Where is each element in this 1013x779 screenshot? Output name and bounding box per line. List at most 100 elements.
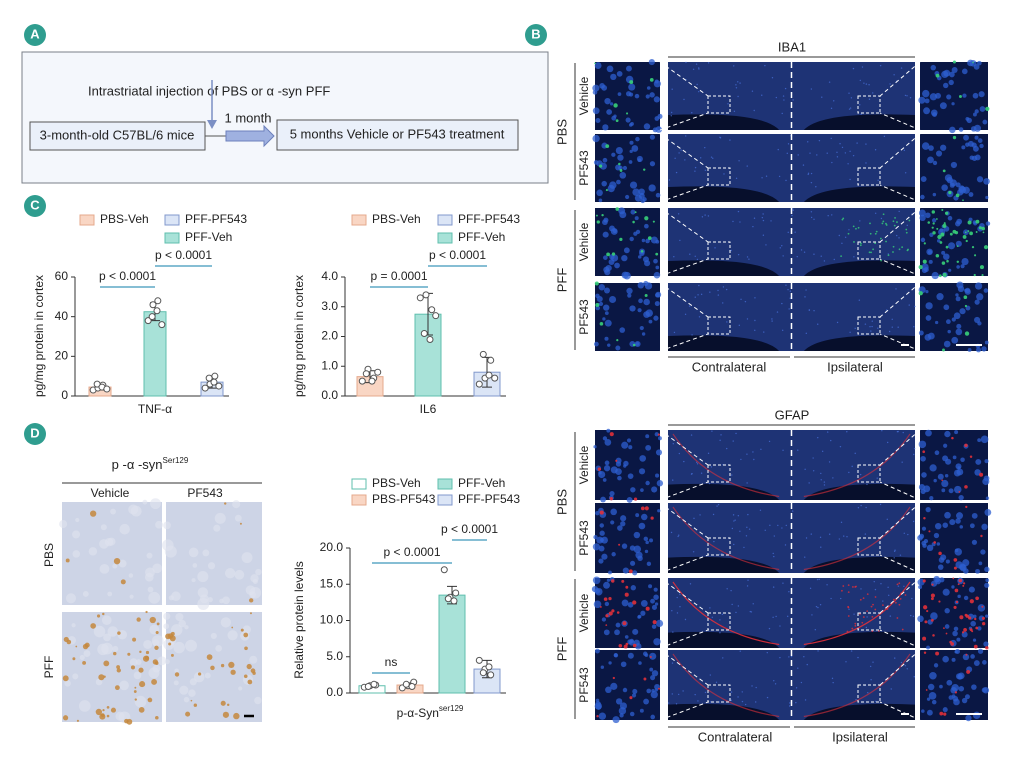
signal — [634, 211, 637, 214]
nucleus — [602, 231, 609, 238]
micrograph — [593, 428, 664, 503]
signal — [605, 189, 608, 192]
section-speck — [741, 700, 744, 703]
section-speck — [698, 90, 700, 93]
nucleus — [628, 83, 636, 91]
signal — [985, 106, 990, 112]
dab-texture — [210, 632, 217, 639]
signal — [981, 605, 984, 608]
section-speck — [691, 334, 693, 336]
section-speck — [719, 619, 721, 621]
section-speck — [730, 589, 732, 592]
nucleus — [635, 229, 641, 235]
section-speck — [700, 472, 703, 474]
section-speck — [854, 327, 856, 330]
signal — [640, 506, 645, 511]
section-speck — [863, 82, 865, 84]
section-speck — [871, 325, 873, 328]
nucleus — [940, 554, 947, 561]
nucleus — [653, 271, 661, 279]
dab-texture — [99, 563, 110, 574]
dab-texture — [64, 680, 71, 687]
section-speck — [881, 430, 883, 432]
nucleus — [629, 305, 636, 312]
dab-stain — [120, 579, 126, 585]
dab-texture — [204, 672, 211, 679]
nucleus — [983, 641, 989, 647]
section-speck — [848, 608, 850, 611]
section-speck — [906, 668, 908, 670]
dab-stain — [75, 645, 78, 648]
dab-stain — [206, 654, 213, 661]
section-signal — [872, 248, 875, 251]
data-point — [148, 313, 156, 321]
legend-swatch — [351, 494, 367, 506]
section-speck — [864, 323, 867, 325]
nucleus — [925, 507, 931, 513]
section-speck — [777, 524, 779, 527]
side-label: Contralateral — [692, 359, 767, 374]
nucleus — [611, 115, 617, 121]
section-speck — [826, 431, 829, 433]
section-speck — [714, 247, 716, 249]
nucleus — [622, 687, 628, 693]
x-axis-label-main: TNF-α — [138, 402, 172, 416]
nucleus — [643, 311, 650, 318]
nucleus — [955, 240, 962, 247]
section-signal — [885, 222, 887, 225]
nucleus — [926, 697, 931, 701]
dab-texture — [255, 568, 262, 576]
row-label: Vehicle — [577, 593, 591, 632]
dab-texture — [197, 598, 210, 610]
significance-label: p < 0.0001 — [99, 269, 156, 283]
signal — [942, 272, 947, 277]
dab-stain — [62, 675, 69, 682]
signal — [930, 618, 934, 622]
nucleus — [929, 671, 937, 680]
section-speck — [673, 331, 676, 334]
section-speck — [864, 533, 867, 535]
section-speck — [764, 529, 766, 531]
section-speck — [694, 255, 696, 257]
signal — [628, 569, 633, 574]
signal — [599, 606, 602, 608]
signal — [612, 676, 615, 680]
nucleus — [638, 661, 642, 665]
section-speck — [817, 323, 819, 325]
section-signal — [904, 594, 907, 596]
significance-label: p < 0.0001 — [383, 545, 440, 559]
dab-texture — [191, 578, 196, 583]
section-speck — [896, 234, 898, 237]
zoom-guide — [659, 554, 709, 574]
section-speck — [853, 256, 855, 258]
nucleus — [949, 71, 955, 78]
section-speck — [726, 447, 728, 450]
signal — [955, 600, 959, 604]
section-speck — [841, 146, 844, 149]
dab-stain — [145, 610, 148, 614]
section-speck — [830, 597, 832, 600]
signal — [982, 622, 986, 626]
section-speck — [679, 593, 681, 596]
signal — [608, 611, 613, 616]
section-speck — [753, 217, 756, 219]
section-signal — [908, 219, 911, 222]
dab-stain — [117, 631, 121, 635]
dab-stain — [138, 667, 144, 673]
signal — [952, 577, 955, 580]
signal — [611, 609, 615, 613]
dab-texture — [241, 552, 253, 564]
nucleus — [984, 582, 990, 588]
section-speck — [865, 143, 867, 145]
nucleus — [956, 323, 962, 329]
nucleus — [983, 178, 990, 185]
section-speck — [735, 432, 737, 435]
dab-texture — [202, 549, 210, 557]
section-signal — [882, 604, 884, 607]
data-point — [440, 566, 448, 574]
section-signal — [840, 255, 843, 258]
nucleus — [929, 464, 937, 472]
signal — [980, 534, 983, 538]
nucleus — [962, 559, 970, 567]
section-speck — [710, 156, 713, 158]
